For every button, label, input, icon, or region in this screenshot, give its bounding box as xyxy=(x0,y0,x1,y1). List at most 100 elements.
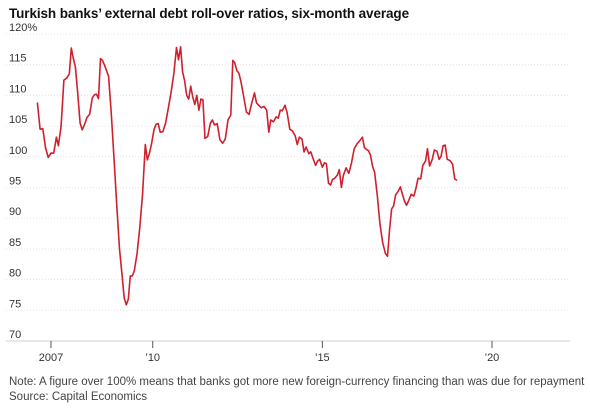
data-point xyxy=(144,143,146,146)
data-point xyxy=(188,98,190,100)
data-point xyxy=(410,193,412,195)
data-point xyxy=(395,194,397,196)
source-text: Source: Capital Economics xyxy=(9,391,148,403)
data-point xyxy=(240,80,242,82)
x-tick-label: 2007 xyxy=(39,352,63,364)
data-point xyxy=(284,104,286,106)
data-point xyxy=(361,136,363,138)
data-point xyxy=(93,94,95,96)
data-point xyxy=(108,75,110,77)
data-point xyxy=(315,164,317,166)
gridlines xyxy=(6,33,570,342)
line-chart: 120% 115 110 105 100 95 90 85 80 75 70 2007 ’10 ’15 ’… xyxy=(6,22,570,364)
data-point xyxy=(393,205,395,207)
data-point xyxy=(245,111,247,113)
data-point xyxy=(454,178,456,180)
data-point xyxy=(433,149,435,151)
data-point xyxy=(99,58,102,60)
data-point xyxy=(81,129,83,131)
data-point xyxy=(142,193,144,195)
data-point xyxy=(431,158,433,160)
data-point xyxy=(319,158,321,160)
data-point xyxy=(275,116,277,118)
data-point xyxy=(74,66,76,68)
y-tick-label: 120% xyxy=(9,22,37,34)
data-point xyxy=(50,152,52,154)
data-point xyxy=(91,97,93,99)
data-point xyxy=(277,117,279,119)
data-point xyxy=(192,96,194,98)
data-point xyxy=(452,163,454,165)
data-point xyxy=(372,166,374,168)
data-point xyxy=(391,208,393,210)
x-tick-label: ’20 xyxy=(485,352,500,364)
data-point xyxy=(219,139,221,141)
data-point xyxy=(317,160,319,162)
data-point xyxy=(148,153,150,155)
data-point xyxy=(338,169,340,171)
data-point xyxy=(165,122,167,124)
data-point xyxy=(60,125,62,127)
footnote: Note: A figure over 100% means that bank… xyxy=(9,375,584,405)
data-point xyxy=(184,80,186,82)
data-point xyxy=(196,94,198,96)
y-tick-label: 70 xyxy=(9,329,21,341)
data-point xyxy=(113,159,115,161)
data-point xyxy=(301,138,303,140)
data-point xyxy=(413,195,415,197)
data-point xyxy=(281,110,283,112)
data-point xyxy=(420,178,422,180)
data-point xyxy=(286,112,288,114)
data-point xyxy=(422,164,424,166)
data-point xyxy=(216,123,218,125)
y-axis: 120% 115 110 105 100 95 90 85 80 75 70 xyxy=(9,22,37,341)
data-point xyxy=(198,109,200,111)
data-point xyxy=(167,107,169,109)
data-point xyxy=(426,148,429,150)
data-point xyxy=(407,200,410,202)
data-point xyxy=(194,104,196,106)
data-point xyxy=(177,59,180,61)
data-point xyxy=(110,113,112,115)
data-point xyxy=(190,85,192,87)
data-point xyxy=(101,59,104,62)
data-point xyxy=(268,131,270,133)
data-point xyxy=(209,122,211,124)
data-point xyxy=(382,242,384,244)
data-point xyxy=(334,177,336,179)
data-point xyxy=(238,72,240,74)
data-point xyxy=(258,104,260,106)
data-point xyxy=(263,105,265,108)
data-point xyxy=(53,152,55,154)
data-point xyxy=(310,151,312,153)
data-point xyxy=(345,167,347,169)
data-point xyxy=(146,159,148,161)
data-point xyxy=(159,131,161,133)
data-point xyxy=(251,102,253,104)
data-point xyxy=(79,122,81,124)
data-point xyxy=(384,253,387,255)
data-point xyxy=(397,190,399,192)
data-point xyxy=(224,138,226,140)
data-point xyxy=(89,113,91,115)
data-point xyxy=(125,304,127,306)
data-point xyxy=(374,171,376,173)
chart-title: Turkish banks’ external debt roll-over r… xyxy=(9,6,409,21)
data-point xyxy=(182,71,184,73)
data-point xyxy=(444,144,446,146)
data-point xyxy=(456,179,458,181)
data-point xyxy=(260,107,262,109)
data-point xyxy=(70,47,72,49)
data-point xyxy=(155,123,157,125)
data-point xyxy=(68,73,70,75)
data-point xyxy=(129,275,131,277)
data-point xyxy=(227,119,229,121)
data-point xyxy=(359,140,361,142)
data-point xyxy=(243,96,245,98)
data-point xyxy=(39,128,41,130)
data-point xyxy=(342,174,344,176)
data-point xyxy=(230,114,232,116)
data-point xyxy=(36,102,39,104)
data-point xyxy=(150,143,152,146)
data-point xyxy=(76,88,78,90)
